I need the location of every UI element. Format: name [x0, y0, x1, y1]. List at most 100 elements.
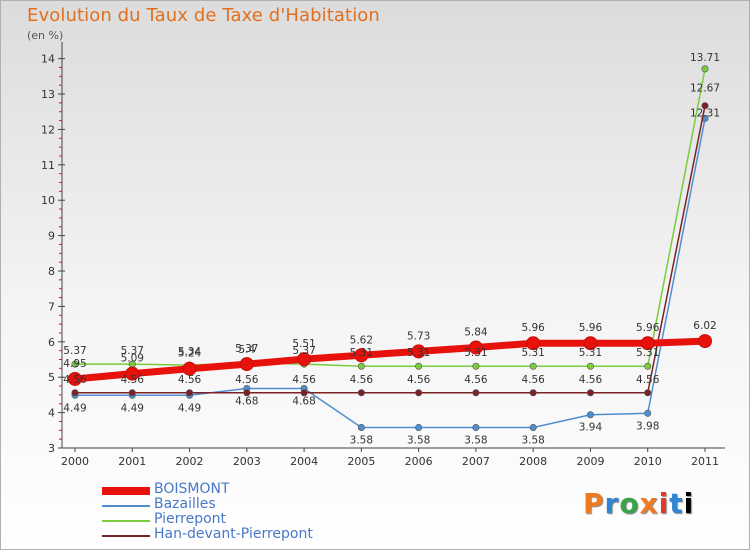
data-point-0: [354, 348, 369, 363]
data-point-0: [297, 352, 312, 367]
data-point-0: [468, 340, 483, 355]
data-label-2: 5.37: [121, 345, 144, 357]
data-point-3: [701, 102, 709, 110]
chart-title: Evolution du Taux de Taxe d'Habitation: [27, 5, 380, 26]
data-label-1: 3.58: [521, 434, 544, 446]
x-tick-label: 2003: [233, 455, 261, 468]
data-point-2: [71, 360, 79, 368]
x-tick-label: 2009: [576, 455, 604, 468]
data-point-3: [586, 389, 594, 397]
data-label-1: 4.49: [178, 402, 201, 414]
x-tick-label: 2011: [691, 455, 719, 468]
data-label-1: 4.49: [63, 402, 86, 414]
data-label-1: 3.98: [636, 420, 659, 432]
data-point-0: [698, 334, 712, 349]
y-tick-label: 8: [48, 265, 55, 278]
data-point-1: [586, 411, 594, 419]
proxiti-logo: Proxiti: [583, 487, 695, 520]
series-line-2: [74, 68, 706, 367]
x-tick-label: 2008: [519, 455, 547, 468]
data-point-3: [243, 389, 251, 397]
data-label-2: 5.4: [238, 344, 255, 356]
data-label-0: 5.84: [464, 326, 488, 338]
y-tick-label: 12: [41, 123, 55, 136]
data-label-3: 4.56: [235, 374, 259, 386]
data-label-0: 5.24: [178, 348, 202, 360]
data-label-2: 13.71: [690, 52, 720, 64]
data-label-3: 4.56: [292, 374, 316, 386]
series-line-1: [74, 117, 706, 429]
data-label-2: 5.37: [292, 345, 315, 357]
data-point-1: [472, 423, 480, 431]
legend-label-han-devant-pierrepont: Han-devant-Pierrepont: [154, 526, 313, 542]
data-point-0: [583, 336, 598, 351]
x-tick-label: 2006: [405, 455, 433, 468]
y-axis-unit: (en %): [27, 29, 64, 42]
data-label-0: 6.02: [693, 320, 716, 332]
data-label-3: 4.56: [121, 374, 145, 386]
series-line-0: [71, 337, 709, 383]
data-point-1: [415, 423, 423, 431]
data-point-3: [472, 389, 480, 397]
x-tick-label: 2002: [176, 455, 204, 468]
data-label-3: 4.56: [579, 374, 603, 386]
data-label-1: 4.49: [121, 402, 144, 414]
y-tick-label: 6: [48, 336, 55, 349]
data-point-3: [300, 389, 308, 397]
data-label-0: 5.96: [579, 322, 603, 334]
legend-label-boismont: BOISMONT: [154, 481, 230, 497]
data-label-3: 4.56: [464, 374, 488, 386]
data-point-0: [68, 371, 82, 386]
legend-label-bazailles: Bazailles: [154, 496, 216, 512]
data-point-0: [182, 361, 197, 376]
data-label-0: 5.96: [636, 322, 660, 334]
data-point-3: [415, 389, 423, 397]
y-tick-label: 3: [48, 442, 55, 455]
series-line-3: [74, 104, 706, 394]
data-label-2: 5.31: [350, 347, 373, 359]
data-point-2: [644, 362, 652, 370]
legend-swatch-han-devant-pierrepont: [102, 535, 150, 537]
x-tick-label: 2001: [118, 455, 146, 468]
data-point-3: [357, 389, 365, 397]
data-point-3: [128, 389, 136, 397]
data-point-2: [701, 65, 709, 73]
data-label-3: 4.56: [63, 374, 87, 386]
data-label-2: 5.37: [63, 345, 86, 357]
data-label-3: 4.56: [350, 374, 374, 386]
data-point-0: [526, 336, 541, 351]
x-tick-label: 2000: [61, 455, 89, 468]
data-label-0: 4.95: [63, 358, 86, 370]
data-point-0: [640, 336, 655, 351]
legend-label-pierrepont: Pierrepont: [154, 511, 227, 527]
data-label-3: 4.56: [407, 374, 431, 386]
data-label-2: 5.31: [464, 347, 487, 359]
data-label-0: 5.37: [235, 343, 258, 355]
data-label-3: 4.56: [636, 374, 660, 386]
data-label-0: 5.62: [350, 334, 373, 346]
data-point-0: [239, 357, 254, 372]
y-tick-label: 13: [41, 88, 55, 101]
data-label-1: 12.31: [690, 107, 720, 119]
y-tick-label: 4: [48, 407, 55, 420]
x-tick-label: 2007: [462, 455, 490, 468]
x-tick-label: 2004: [290, 455, 318, 468]
data-label-3: 4.56: [521, 374, 545, 386]
data-point-2: [472, 362, 480, 370]
y-tick-label: 10: [41, 194, 55, 207]
data-label-1: 3.58: [407, 434, 430, 446]
data-label-3: 4.56: [178, 374, 202, 386]
data-label-2: 5.31: [636, 347, 659, 359]
legend-swatch-boismont: [102, 487, 150, 495]
data-point-3: [71, 389, 79, 397]
data-point-1: [644, 409, 652, 417]
data-label-1: 4.68: [292, 396, 315, 408]
legend-swatch-pierrepont: [102, 520, 150, 522]
data-point-2: [415, 362, 423, 370]
data-label-0: 5.51: [292, 338, 315, 350]
y-tick-label: 14: [41, 53, 55, 66]
data-label-1: 3.94: [579, 422, 603, 434]
data-point-2: [529, 362, 537, 370]
data-label-1: 3.58: [350, 434, 373, 446]
